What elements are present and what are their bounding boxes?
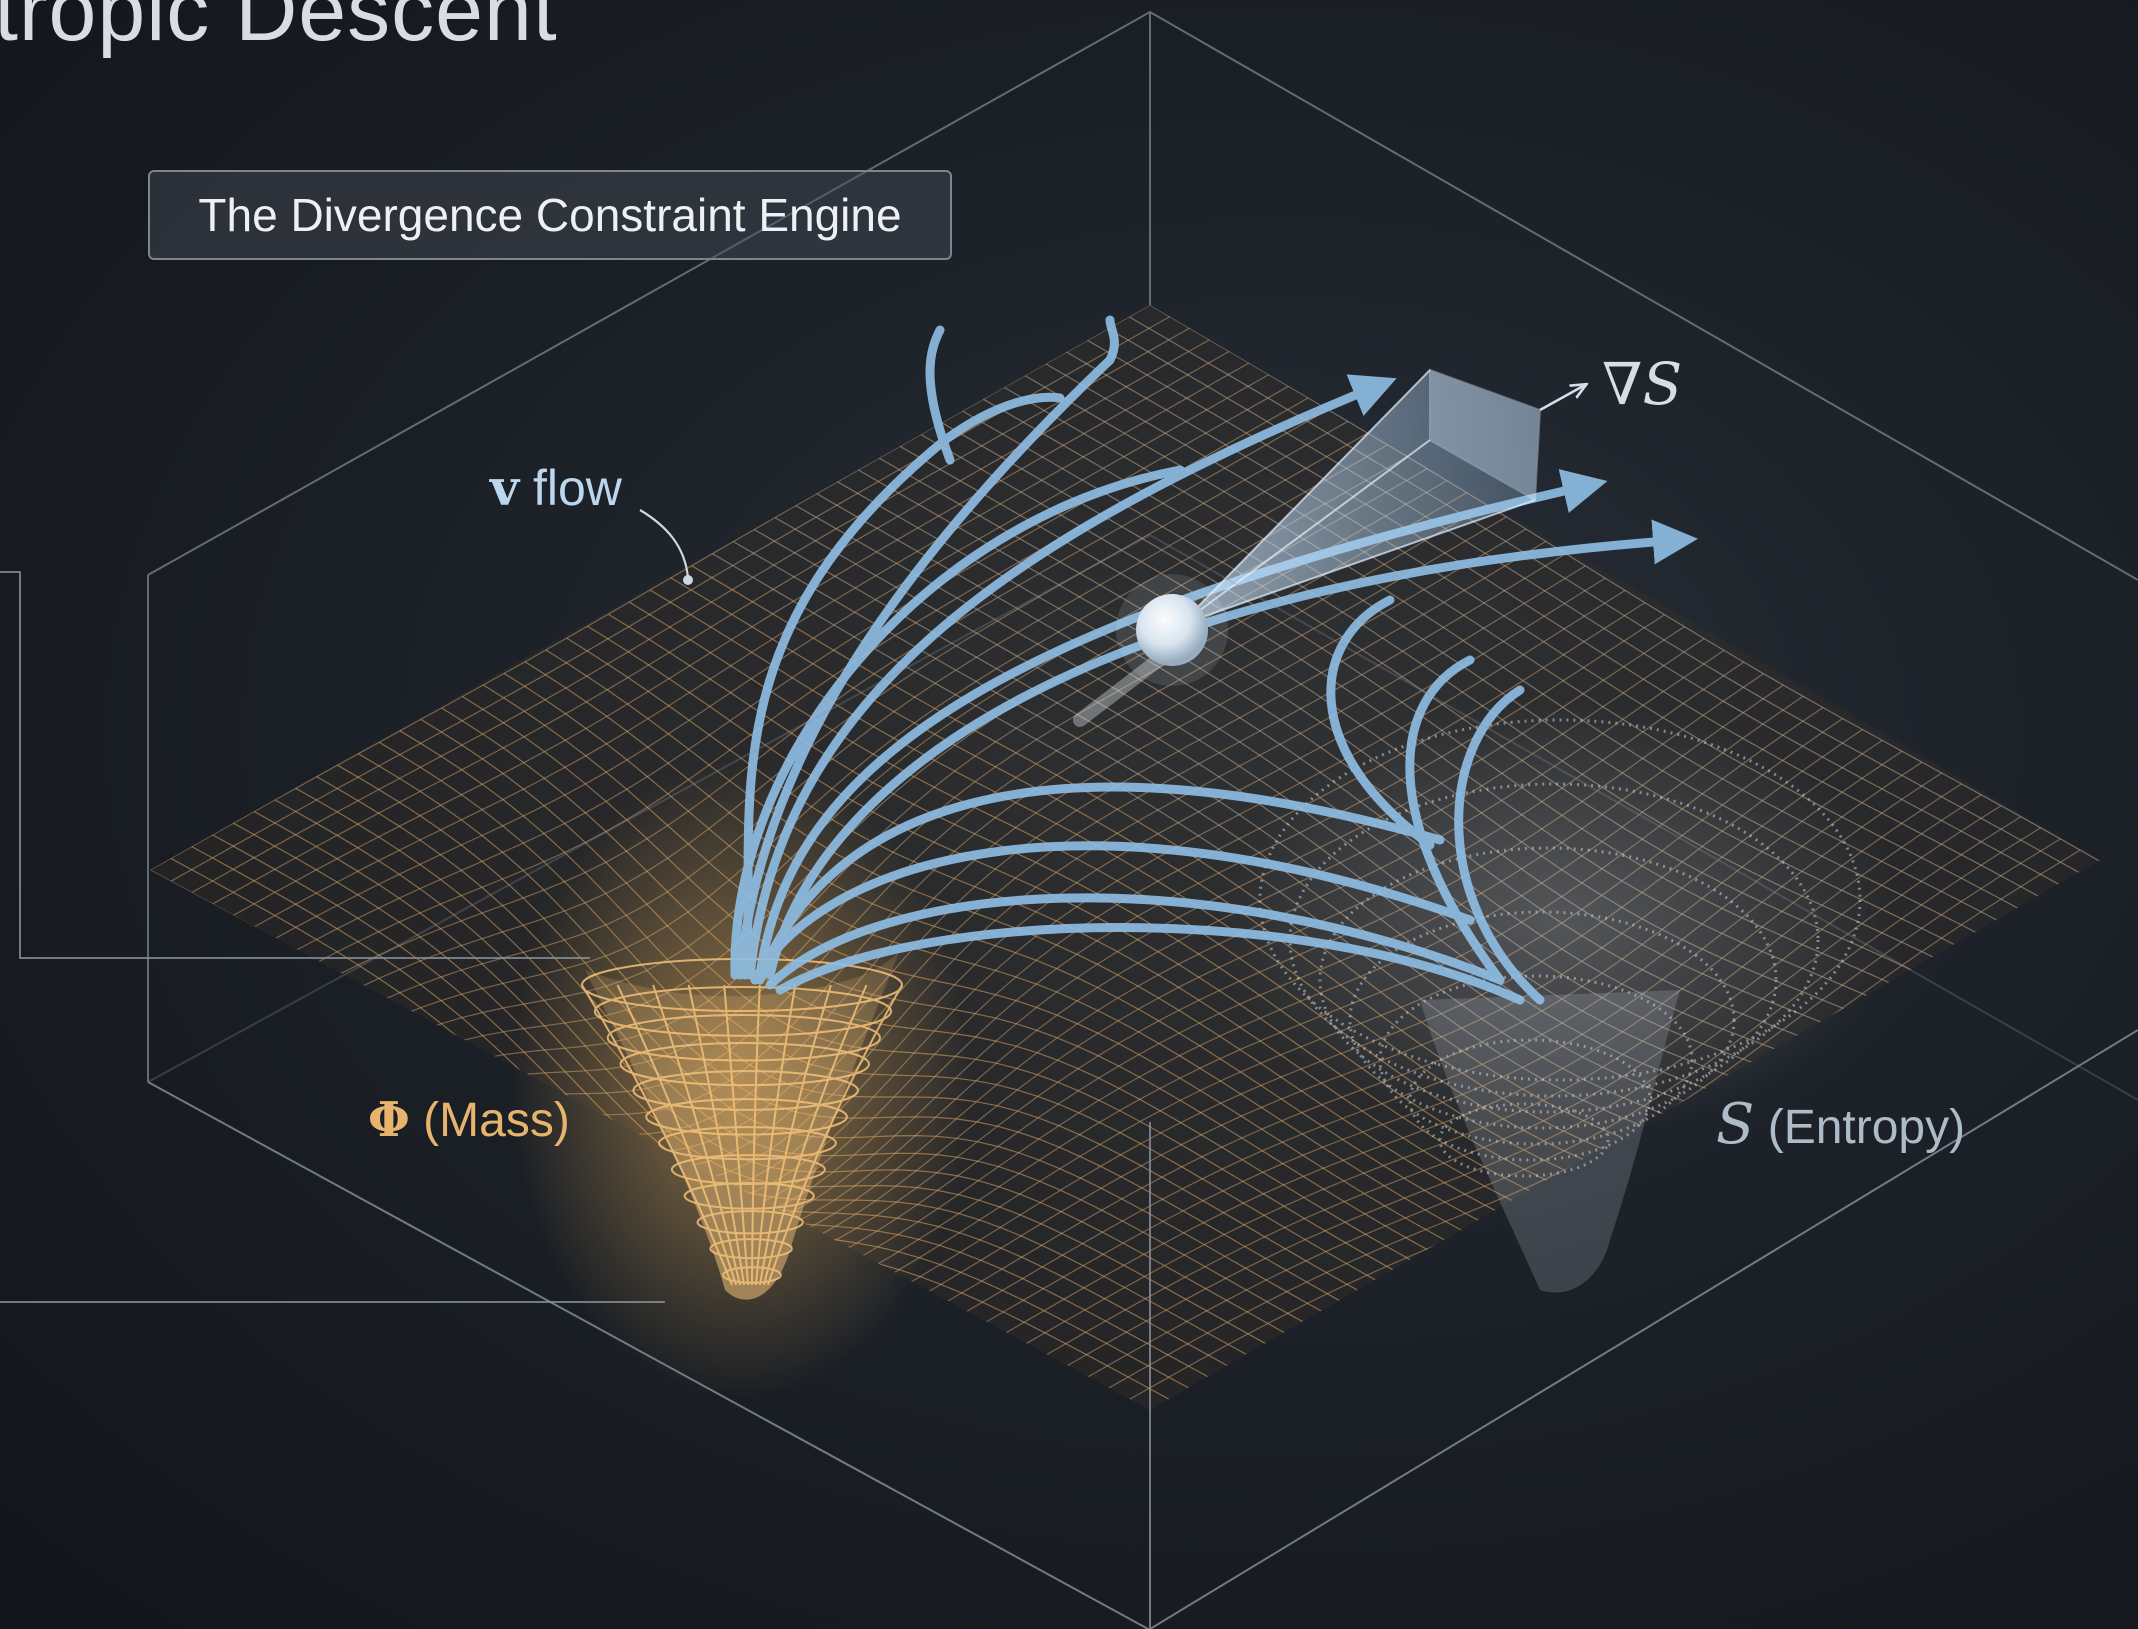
phi-symbol: Φ: [368, 1092, 410, 1148]
mass-funnel: [581, 950, 903, 1300]
phi-mass-text: (Mass): [409, 1094, 570, 1147]
page-title: tropic Descent: [0, 0, 558, 59]
particle-ball: [1073, 574, 1228, 727]
v-flow-pointer: [639, 509, 690, 579]
v-symbol: v: [490, 458, 520, 517]
s-entropy-text: (Entropy): [1754, 1101, 1966, 1154]
box-back-edges: [147, 10, 2138, 1082]
grad-s-arrow: [1539, 385, 1585, 412]
v-flow-pointer-dot: [683, 575, 693, 585]
s-entropy-label: S (Entropy): [1716, 1092, 1965, 1157]
box-front-edges: [147, 533, 2138, 1629]
engine-label-box: The Divergence Constraint Engine: [148, 170, 952, 260]
s-symbol: S: [1716, 1092, 1755, 1157]
v-flow-text: flow: [519, 460, 622, 516]
grad-s-label: ∇S: [1602, 350, 1683, 418]
left-guide-lines: [0, 571, 665, 1303]
engine-label: The Divergence Constraint Engine: [198, 189, 902, 241]
v-flow-label: v flow: [490, 458, 622, 517]
gradient-prism: [1179, 368, 1542, 626]
phi-mass-label: Φ (Mass): [368, 1092, 570, 1148]
